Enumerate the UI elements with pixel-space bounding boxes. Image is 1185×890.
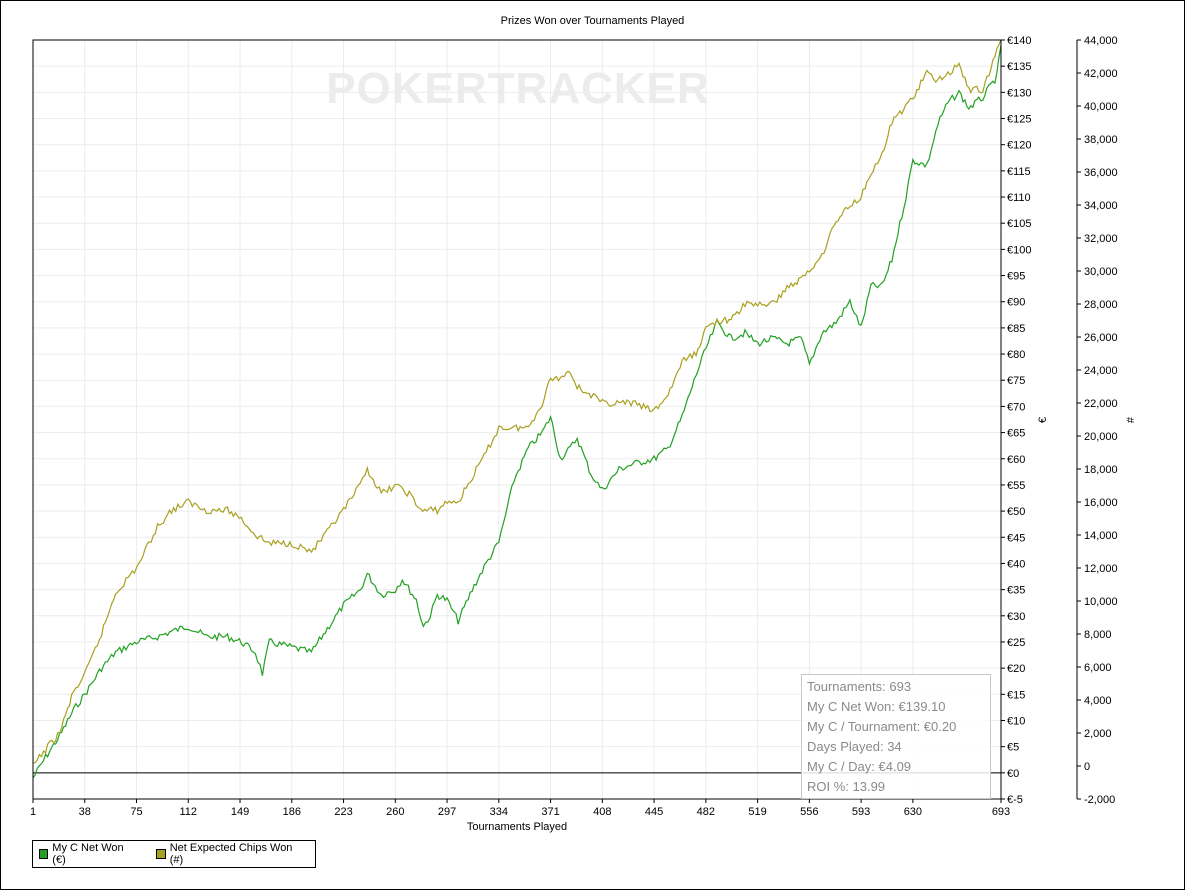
y-right-tick-label: 14,000 xyxy=(1084,530,1118,542)
x-tick-label: 334 xyxy=(490,806,508,818)
y-left-tick-label: €140 xyxy=(1007,35,1031,47)
y-right-tick-label: 12,000 xyxy=(1084,563,1118,575)
y-left-tick-label: €5 xyxy=(1007,742,1019,754)
x-tick-label: 38 xyxy=(79,806,91,818)
x-tick-label: 630 xyxy=(904,806,922,818)
stat-per-day: My C / Day: €4.09 xyxy=(807,759,912,774)
y-axis-left: €140 €135 €130 €125 €120 €115 €110 €105 €100 €95 €… xyxy=(1000,35,1031,806)
y-left-tick-label: €105 xyxy=(1007,218,1031,230)
stat-net-won: My C Net Won: €139.10 xyxy=(807,699,946,714)
y-right-tick-label: 8,000 xyxy=(1084,629,1112,641)
y-right-tick-label: 16,000 xyxy=(1084,497,1118,509)
y-right-tick-label: 24,000 xyxy=(1084,365,1118,377)
y-left-tick-label: €45 xyxy=(1007,532,1025,544)
legend-swatch-expected-chips xyxy=(156,849,166,859)
y-right-tick-label: 10,000 xyxy=(1084,596,1118,608)
y-left-tick-label: €35 xyxy=(1007,585,1025,597)
series-layer xyxy=(32,39,1002,779)
y-left-tick-label: €95 xyxy=(1007,271,1025,283)
legend: My C Net Won (€) Net Expected Chips Won … xyxy=(32,840,316,868)
x-tick-label: 75 xyxy=(130,806,142,818)
y-left-tick-label: €55 xyxy=(1007,480,1025,492)
x-tick-label: 223 xyxy=(334,806,352,818)
x-tick-label: 519 xyxy=(748,806,766,818)
y-right-tick-label: 44,000 xyxy=(1084,35,1118,47)
x-tick-label: 149 xyxy=(231,806,249,818)
y-right-tick-label: -2,000 xyxy=(1084,794,1115,806)
y-right-tick-label: 6,000 xyxy=(1084,662,1112,674)
legend-item-net-won[interactable]: My C Net Won (€) xyxy=(39,842,132,866)
y-left-tick-label: €115 xyxy=(1007,166,1031,178)
x-tick-label: 482 xyxy=(697,806,715,818)
x-tick-label: 556 xyxy=(800,806,818,818)
x-tick-label: 260 xyxy=(386,806,404,818)
y-right-tick-label: 32,000 xyxy=(1084,233,1118,245)
y-axis-left-label: € xyxy=(1037,416,1050,424)
y-right-tick-label: 2,000 xyxy=(1084,728,1112,740)
legend-label-net-won: My C Net Won (€) xyxy=(52,842,124,866)
y-right-tick-label: 34,000 xyxy=(1084,200,1118,212)
y-left-tick-label: €10 xyxy=(1007,715,1025,727)
x-tick-label: 408 xyxy=(593,806,611,818)
y-right-tick-label: 18,000 xyxy=(1084,464,1118,476)
x-tick-label: 693 xyxy=(992,806,1010,818)
y-right-tick-label: 0 xyxy=(1084,761,1090,773)
stat-tournaments: Tournaments: 693 xyxy=(807,679,912,694)
y-left-tick-label: €0 xyxy=(1007,768,1019,780)
y-left-tick-label: €50 xyxy=(1007,506,1025,518)
y-left-tick-label: €30 xyxy=(1007,611,1025,623)
y-left-tick-label: €130 xyxy=(1007,87,1031,99)
legend-swatch-net-won xyxy=(39,849,49,859)
stat-roi: ROI %: 13.99 xyxy=(807,779,886,794)
x-tick-label: 371 xyxy=(541,806,559,818)
y-left-tick-label: €70 xyxy=(1007,401,1025,413)
series-line-net-won xyxy=(32,45,1002,779)
y-right-tick-label: 26,000 xyxy=(1084,332,1118,344)
y-axis-right-label: # xyxy=(1125,416,1138,424)
y-right-tick-label: 20,000 xyxy=(1084,431,1118,443)
x-tick-label: 186 xyxy=(283,806,301,818)
x-tick-label: 297 xyxy=(438,806,456,818)
x-axis-label: Tournaments Played xyxy=(466,821,568,833)
y-left-tick-label: €125 xyxy=(1007,114,1031,126)
x-tick-label: 445 xyxy=(645,806,663,818)
y-left-tick-label: €75 xyxy=(1007,375,1025,387)
y-left-tick-label: €90 xyxy=(1007,297,1025,309)
y-right-tick-label: 30,000 xyxy=(1084,266,1118,278)
x-tick-label: 593 xyxy=(852,806,870,818)
y-right-tick-label: 4,000 xyxy=(1084,695,1112,707)
series-line-expected-chips xyxy=(32,39,1002,764)
y-left-tick-label: €135 xyxy=(1007,61,1031,73)
y-left-tick-label: €120 xyxy=(1007,140,1031,152)
y-left-tick-label: €65 xyxy=(1007,428,1025,440)
chart-title: Prizes Won over Tournaments Played xyxy=(500,15,685,27)
x-tick-label: 112 xyxy=(179,806,197,818)
y-right-tick-label: 42,000 xyxy=(1084,68,1118,80)
y-left-tick-label: €80 xyxy=(1007,349,1025,361)
y-right-tick-label: 28,000 xyxy=(1084,299,1118,311)
y-axis-right: 44,000 42,000 40,000 38,000 36,000 34,000 32,0… xyxy=(1076,35,1118,806)
y-left-tick-label: €60 xyxy=(1007,454,1025,466)
y-left-tick-label: €20 xyxy=(1007,663,1025,675)
watermark-logo: POKERTRACKER xyxy=(326,64,710,113)
y-right-tick-label: 22,000 xyxy=(1084,398,1118,410)
stat-per-tournament: My C / Tournament: €0.20 xyxy=(807,719,957,734)
y-right-tick-label: 40,000 xyxy=(1084,101,1118,113)
y-left-tick-label: €40 xyxy=(1007,558,1025,570)
stats-box: Tournaments: 693 My C Net Won: €139.10 M… xyxy=(801,674,991,799)
y-right-tick-label: 38,000 xyxy=(1084,134,1118,146)
y-right-tick-label: 36,000 xyxy=(1084,167,1118,179)
y-left-tick-label: €15 xyxy=(1007,689,1025,701)
y-left-tick-label: €-5 xyxy=(1007,794,1023,806)
y-left-tick-label: €110 xyxy=(1007,192,1031,204)
x-tick-label: 1 xyxy=(30,806,36,818)
y-left-tick-label: €100 xyxy=(1007,244,1031,256)
y-left-tick-label: €25 xyxy=(1007,637,1025,649)
x-axis: 1 38 75 112 149 186 223 260 297 334 371 408 445 482 51… xyxy=(30,799,1010,818)
y-left-tick-label: €85 xyxy=(1007,323,1025,335)
legend-label-expected-chips: Net Expected Chips Won (#) xyxy=(169,842,293,866)
stat-days-played: Days Played: 34 xyxy=(807,739,902,754)
legend-item-expected-chips[interactable]: Net Expected Chips Won (#) xyxy=(156,842,297,866)
